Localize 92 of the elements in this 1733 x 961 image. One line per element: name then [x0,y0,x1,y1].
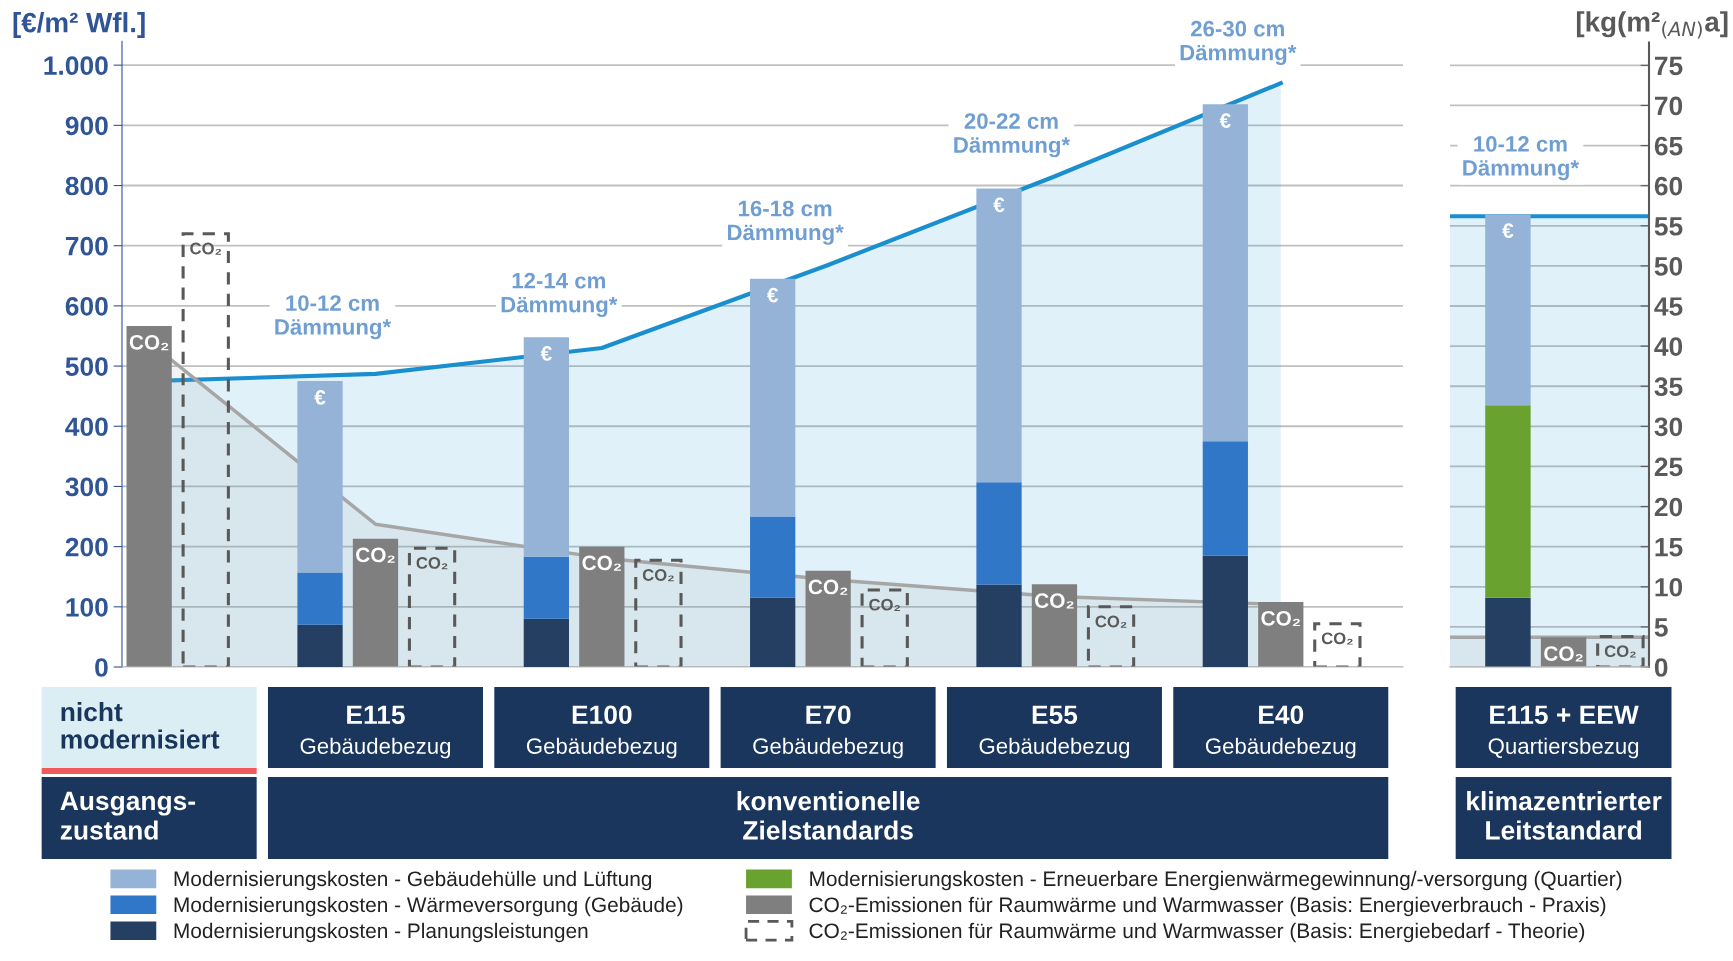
bar [297,572,343,625]
data-label: CO₂ [582,555,621,571]
bar [750,516,796,598]
bar [976,188,1022,483]
data-label: € [993,197,1005,213]
y2-tick-label: 50 [1654,257,1683,276]
y-tick-label: 0 [95,658,108,677]
bar [297,624,343,667]
y-tick-label: 700 [65,236,108,256]
bar [523,556,569,619]
text: klimazentrierter Leitstandard [1467,791,1662,840]
data-label: CO₂ [1095,615,1127,628]
y-tick-label: 200 [65,537,108,557]
bar [1031,584,1078,667]
data-label: € [540,346,552,361]
annotation: 20-22 cm Dämmung* [954,113,1071,158]
data-label: CO₂ [356,547,395,563]
x-tick-label: E100 Gebäudebezug [526,705,677,759]
y2-tick-label: 75 [1654,56,1683,76]
bar [750,278,796,517]
y2-tick-label: 30 [1654,417,1683,437]
data-label: CO₂ [1321,632,1353,645]
bar [1202,104,1248,442]
data-label: € [1502,223,1514,239]
data-label: € [1219,113,1231,128]
annotation: 10-12 cm Dämmung* [275,295,392,340]
y2-tick-label: 20 [1654,497,1683,517]
bar [805,570,851,667]
y2-tick-label: 15 [1655,538,1683,557]
y2-tick-label: 60 [1654,176,1683,196]
legend-label: CO₂-Emissionen für Raumwärme und Warmwasser (Basis: Energieverbrauch - Praxis) [809,896,1606,917]
y2-tick-label: 0 [1654,658,1668,677]
y2-tick-label: 65 [1654,136,1683,156]
bar [976,482,1022,585]
bar [750,597,796,667]
annotation: 10-12 cm Dämmung* [1463,136,1580,181]
annotation: 16-18 cm Dämmung* [727,200,844,245]
data-label: CO₂ [416,557,448,570]
text: Ausgangs- zustand [60,791,196,840]
x-tick-label: nicht modernisiert [61,701,220,749]
y2-axis-title: [kg(m²$_{(AN)}$a] [1576,11,1728,39]
bar [523,618,569,667]
y2-tick-label: 55 [1654,217,1683,236]
data-label: CO₂ [869,598,901,611]
data-label: € [314,390,326,405]
y2-tick-label: 45 [1654,297,1683,316]
bar [126,326,172,667]
data-label: CO₂ [190,242,222,255]
y2-tick-label: 10 [1655,577,1683,597]
legend-label: CO₂-Emissionen für Raumwärme und Warmwasser (Basis: Energiebedarf - Theorie) [809,922,1585,943]
y2-tick-label: 35 [1654,377,1683,397]
y-tick-label: 900 [65,116,108,136]
y-tick-label: 600 [65,297,108,316]
data-label: CO₂ [1544,646,1583,662]
y-tick-label: 500 [65,357,108,376]
x-tick-label: E115 + EEW Quartiersbezug [1488,705,1639,759]
y-tick-label: 800 [65,176,108,196]
data-label: CO₂ [1261,610,1300,627]
data-label: € [766,287,779,303]
bar [1202,555,1248,667]
bar [579,546,625,667]
y-tick-label: 1.000 [44,56,108,75]
x-tick-label: E70 Gebäudebezug [753,705,903,759]
data-label: CO₂ [1604,645,1636,658]
legend-label: Modernisierungskosten - Erneuerbare Energienwärmegewinnung/-versorgung (Quartier) [810,870,1622,891]
bar [1202,441,1248,556]
y-tick-label: 400 [65,417,108,437]
y-tick-label: 300 [65,477,108,497]
bar [1258,602,1304,667]
y2-tick-label: 25 [1654,457,1683,477]
x-tick-label: E55 Gebäudebezug [979,705,1130,759]
annotation: 12-14 cm Dämmung* [501,272,618,317]
y-tick-label: 100 [66,597,108,617]
y2-tick-label: 5 [1654,618,1668,637]
y2-tick-label: 70 [1654,96,1683,116]
annotation: 26-30 cm Dämmung* [1180,20,1297,65]
y-axis-title: [€/m² Wfl.] [13,12,145,38]
data-label: CO₂ [129,334,169,351]
data-label: CO₂ [808,579,848,595]
legend-label: Modernisierungskosten - Planungsleistungen [174,922,588,943]
legend-label: Modernisierungskosten - Wärmeversorgung (Gebäude) [174,896,683,917]
bar [297,381,343,573]
text: konventionelle Zielstandards [737,791,920,840]
bar [976,584,1022,667]
bar [523,337,569,557]
data-label: CO₂ [1035,593,1074,609]
x-tick-label: E40 Gebäudebezug [1205,705,1356,759]
y2-tick-label: 40 [1654,337,1683,356]
x-tick-label: E115 Gebäudebezug [300,705,451,759]
legend-label: Modernisierungskosten - Gebäudehülle und Lüftung [174,870,652,891]
bar [352,538,399,667]
data-label: CO₂ [642,569,674,582]
